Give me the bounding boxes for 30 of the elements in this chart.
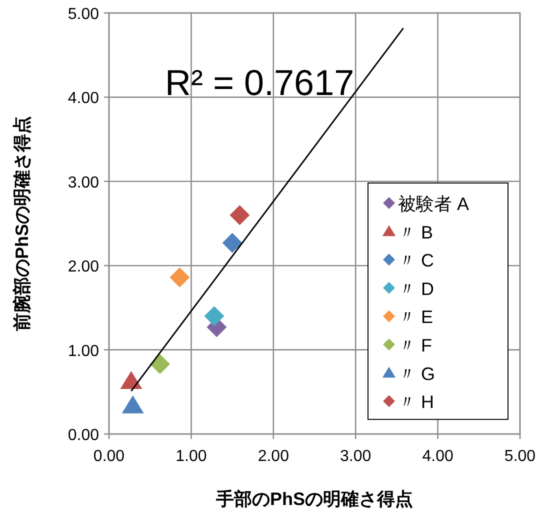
y-tick-label: 0.00 xyxy=(68,427,100,444)
annotation: R² = 0.7617 xyxy=(165,62,354,103)
y-tick-label: 5.00 xyxy=(68,6,100,23)
x-tick-label: 3.00 xyxy=(340,448,372,465)
y-axis-title: 前腕部のPhSの明確さ得点 xyxy=(12,116,32,332)
x-tick-label: 5.00 xyxy=(504,448,536,465)
legend-label: 〃 D xyxy=(398,278,434,299)
x-axis-title: 手部のPhSの明確さ得点 xyxy=(214,489,414,509)
y-tick-label: 1.00 xyxy=(68,342,100,360)
point xyxy=(122,395,144,414)
x-tick-label: 1.00 xyxy=(176,448,207,465)
point xyxy=(230,205,250,226)
y-tick-label: 4.00 xyxy=(68,90,100,108)
legend-label: 〃 F xyxy=(398,336,432,356)
legend-label: 〃 B xyxy=(398,222,434,242)
legend-label: 被験者 A xyxy=(398,194,470,214)
y-tick-label: 2.00 xyxy=(68,258,100,276)
x-tick-label: 4.00 xyxy=(422,448,454,465)
legend-label: 〃 C xyxy=(398,250,434,271)
point xyxy=(170,267,190,288)
x-tick-label: 2.00 xyxy=(258,448,290,465)
point xyxy=(120,370,142,389)
legend-label: 〃 G xyxy=(398,364,436,384)
point xyxy=(204,306,224,326)
legend-label: 〃 H xyxy=(398,392,434,412)
y-tick-label: 3.00 xyxy=(68,174,100,192)
point xyxy=(222,232,242,253)
point xyxy=(150,354,170,374)
x-tick-label: 0.00 xyxy=(93,448,125,465)
legend-label: 〃 E xyxy=(398,307,434,328)
